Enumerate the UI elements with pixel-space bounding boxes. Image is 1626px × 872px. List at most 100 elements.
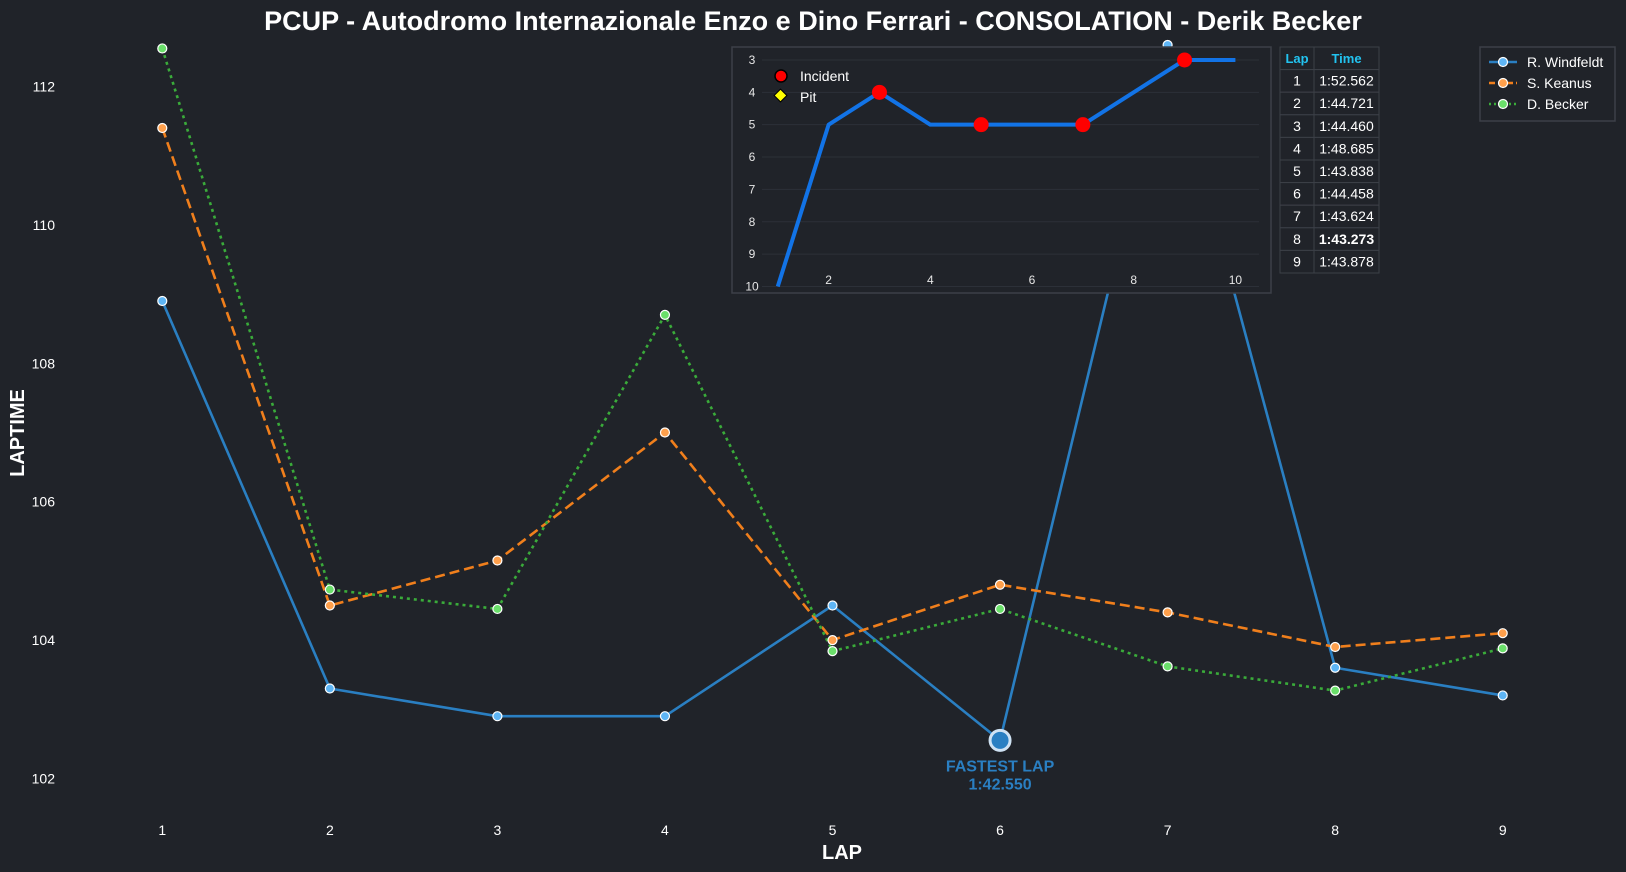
fastest-lap-annotation: FASTEST LAP 1:42.550 bbox=[946, 728, 1055, 793]
series-legend: R. Windfeldt S. Keanus D. Becker bbox=[1479, 46, 1616, 122]
table-lap-cell: 1 bbox=[1293, 73, 1301, 89]
data-point bbox=[1497, 690, 1508, 701]
data-point bbox=[827, 600, 838, 611]
x-tick-label: 7 bbox=[1164, 822, 1172, 838]
fastest-lap-label: FASTEST LAP bbox=[946, 758, 1055, 775]
data-point bbox=[324, 600, 335, 611]
inset-y-tick-label: 3 bbox=[749, 53, 756, 67]
incident-legend-label: Incident bbox=[800, 68, 849, 84]
inset-y-tick-label: 7 bbox=[749, 182, 756, 196]
table-time-cell: 1:43.838 bbox=[1319, 163, 1374, 179]
y-tick-label: 110 bbox=[33, 217, 56, 233]
x-tick-label: 8 bbox=[1331, 822, 1339, 838]
y-tick-labels: 102 104 106 108 110 112 bbox=[32, 79, 56, 787]
data-point bbox=[1162, 607, 1173, 618]
fastest-lap-time: 1:42.550 bbox=[968, 776, 1031, 793]
table-time-cell: 1:48.685 bbox=[1319, 140, 1374, 156]
data-point bbox=[994, 579, 1006, 590]
table-lap-cell: 3 bbox=[1293, 118, 1301, 134]
data-point bbox=[157, 295, 168, 307]
data-point bbox=[827, 634, 838, 646]
data-point bbox=[492, 603, 503, 615]
inset-x-tick-label: 8 bbox=[1130, 273, 1137, 287]
y-tick-label: 108 bbox=[32, 355, 56, 371]
x-tick-labels: 1 2 3 4 5 6 7 8 9 bbox=[158, 822, 1506, 838]
inset-x-tick-label: 2 bbox=[825, 273, 832, 287]
x-tick-label: 2 bbox=[326, 822, 334, 838]
x-tick-label: 5 bbox=[829, 822, 837, 838]
incident-marker bbox=[1177, 52, 1193, 68]
data-point bbox=[157, 43, 168, 54]
fastest-lap-marker bbox=[988, 728, 1012, 752]
x-tick-label: 3 bbox=[493, 822, 501, 838]
inset-y-tick-label: 4 bbox=[749, 85, 756, 99]
x-tick-label: 4 bbox=[661, 822, 669, 838]
data-point bbox=[1162, 661, 1173, 672]
inset-y-tick-label: 10 bbox=[745, 280, 759, 294]
data-point bbox=[659, 711, 671, 722]
x-tick-label: 9 bbox=[1499, 822, 1507, 838]
y-tick-label: 102 bbox=[32, 770, 56, 786]
y-tick-label: 104 bbox=[32, 632, 56, 648]
table-time-cell: 1:43.624 bbox=[1319, 208, 1374, 224]
data-point bbox=[492, 555, 503, 566]
data-point bbox=[492, 711, 503, 722]
legend-marker bbox=[1497, 77, 1509, 89]
data-point bbox=[324, 584, 335, 595]
legend-label: R. Windfeldt bbox=[1527, 54, 1603, 70]
legend-marker bbox=[1497, 98, 1509, 110]
pit-legend-label: Pit bbox=[800, 89, 816, 105]
table-lap-cell: 8 bbox=[1293, 231, 1301, 247]
incident-legend-marker bbox=[774, 69, 788, 83]
x-tick-label: 6 bbox=[996, 822, 1004, 838]
inset-x-tick-label: 10 bbox=[1229, 273, 1243, 287]
table-header-time: Time bbox=[1331, 51, 1361, 66]
inset-y-tick-label: 8 bbox=[749, 215, 756, 229]
table-lap-cell: 7 bbox=[1293, 208, 1301, 224]
inset-x-tick-labels: 2 4 6 8 10 bbox=[825, 273, 1242, 287]
x-axis-label: LAP bbox=[822, 842, 862, 864]
legend-label: S. Keanus bbox=[1527, 75, 1592, 91]
table-time-cell: 1:44.721 bbox=[1319, 95, 1374, 111]
data-point bbox=[659, 309, 671, 320]
table-lap-cell: 4 bbox=[1293, 140, 1301, 156]
inset-y-tick-label: 5 bbox=[749, 118, 756, 132]
legend-label: D. Becker bbox=[1527, 96, 1589, 112]
table-time-cell: 1:44.458 bbox=[1319, 186, 1374, 202]
position-inset: 3 4 5 6 7 8 9 10 2 4 6 8 10 Incident Pit bbox=[731, 46, 1272, 294]
inset-x-tick-label: 4 bbox=[927, 273, 934, 287]
x-tick-label: 1 bbox=[158, 822, 166, 838]
inset-x-tick-label: 6 bbox=[1029, 273, 1036, 287]
inset-y-tick-label: 9 bbox=[749, 247, 756, 261]
table-lap-cell: 5 bbox=[1293, 163, 1301, 179]
table-lap-cell: 9 bbox=[1293, 253, 1301, 269]
table-lap-cell: 2 bbox=[1293, 95, 1301, 111]
chart-title: PCUP - Autodromo Internazionale Enzo e D… bbox=[264, 6, 1362, 36]
table-time-cell: 1:52.562 bbox=[1319, 73, 1374, 89]
table-time-cell: 1:43.878 bbox=[1319, 253, 1374, 269]
inset-legend: Incident Pit bbox=[773, 68, 849, 105]
data-point bbox=[1330, 662, 1341, 673]
y-tick-label: 112 bbox=[33, 79, 56, 95]
inset-frame bbox=[731, 46, 1272, 294]
table-time-cell: 1:43.273 bbox=[1319, 231, 1374, 247]
y-axis-label: LAPTIME bbox=[7, 389, 29, 477]
data-point bbox=[1497, 628, 1508, 639]
incident-marker bbox=[1075, 117, 1091, 133]
y-tick-label: 106 bbox=[32, 494, 56, 510]
incident-marker bbox=[871, 84, 887, 100]
data-point bbox=[827, 646, 838, 657]
inset-y-tick-labels: 3 4 5 6 7 8 9 10 bbox=[745, 53, 759, 294]
table-header-lap: Lap bbox=[1285, 51, 1308, 66]
data-point bbox=[324, 683, 335, 694]
table-time-cell: 1:44.460 bbox=[1319, 118, 1374, 134]
incident-marker bbox=[973, 117, 989, 133]
position-line bbox=[775, 57, 1236, 288]
inset-y-tick-label: 6 bbox=[749, 150, 756, 164]
pit-legend-marker bbox=[773, 88, 788, 103]
data-point bbox=[1497, 643, 1508, 654]
data-point bbox=[1330, 641, 1341, 653]
data-point bbox=[157, 122, 168, 134]
lap-times-table: Lap Time 1 1:52.562 2 1:44.721 3 1:44.460 4 1:48.… bbox=[1279, 46, 1380, 274]
